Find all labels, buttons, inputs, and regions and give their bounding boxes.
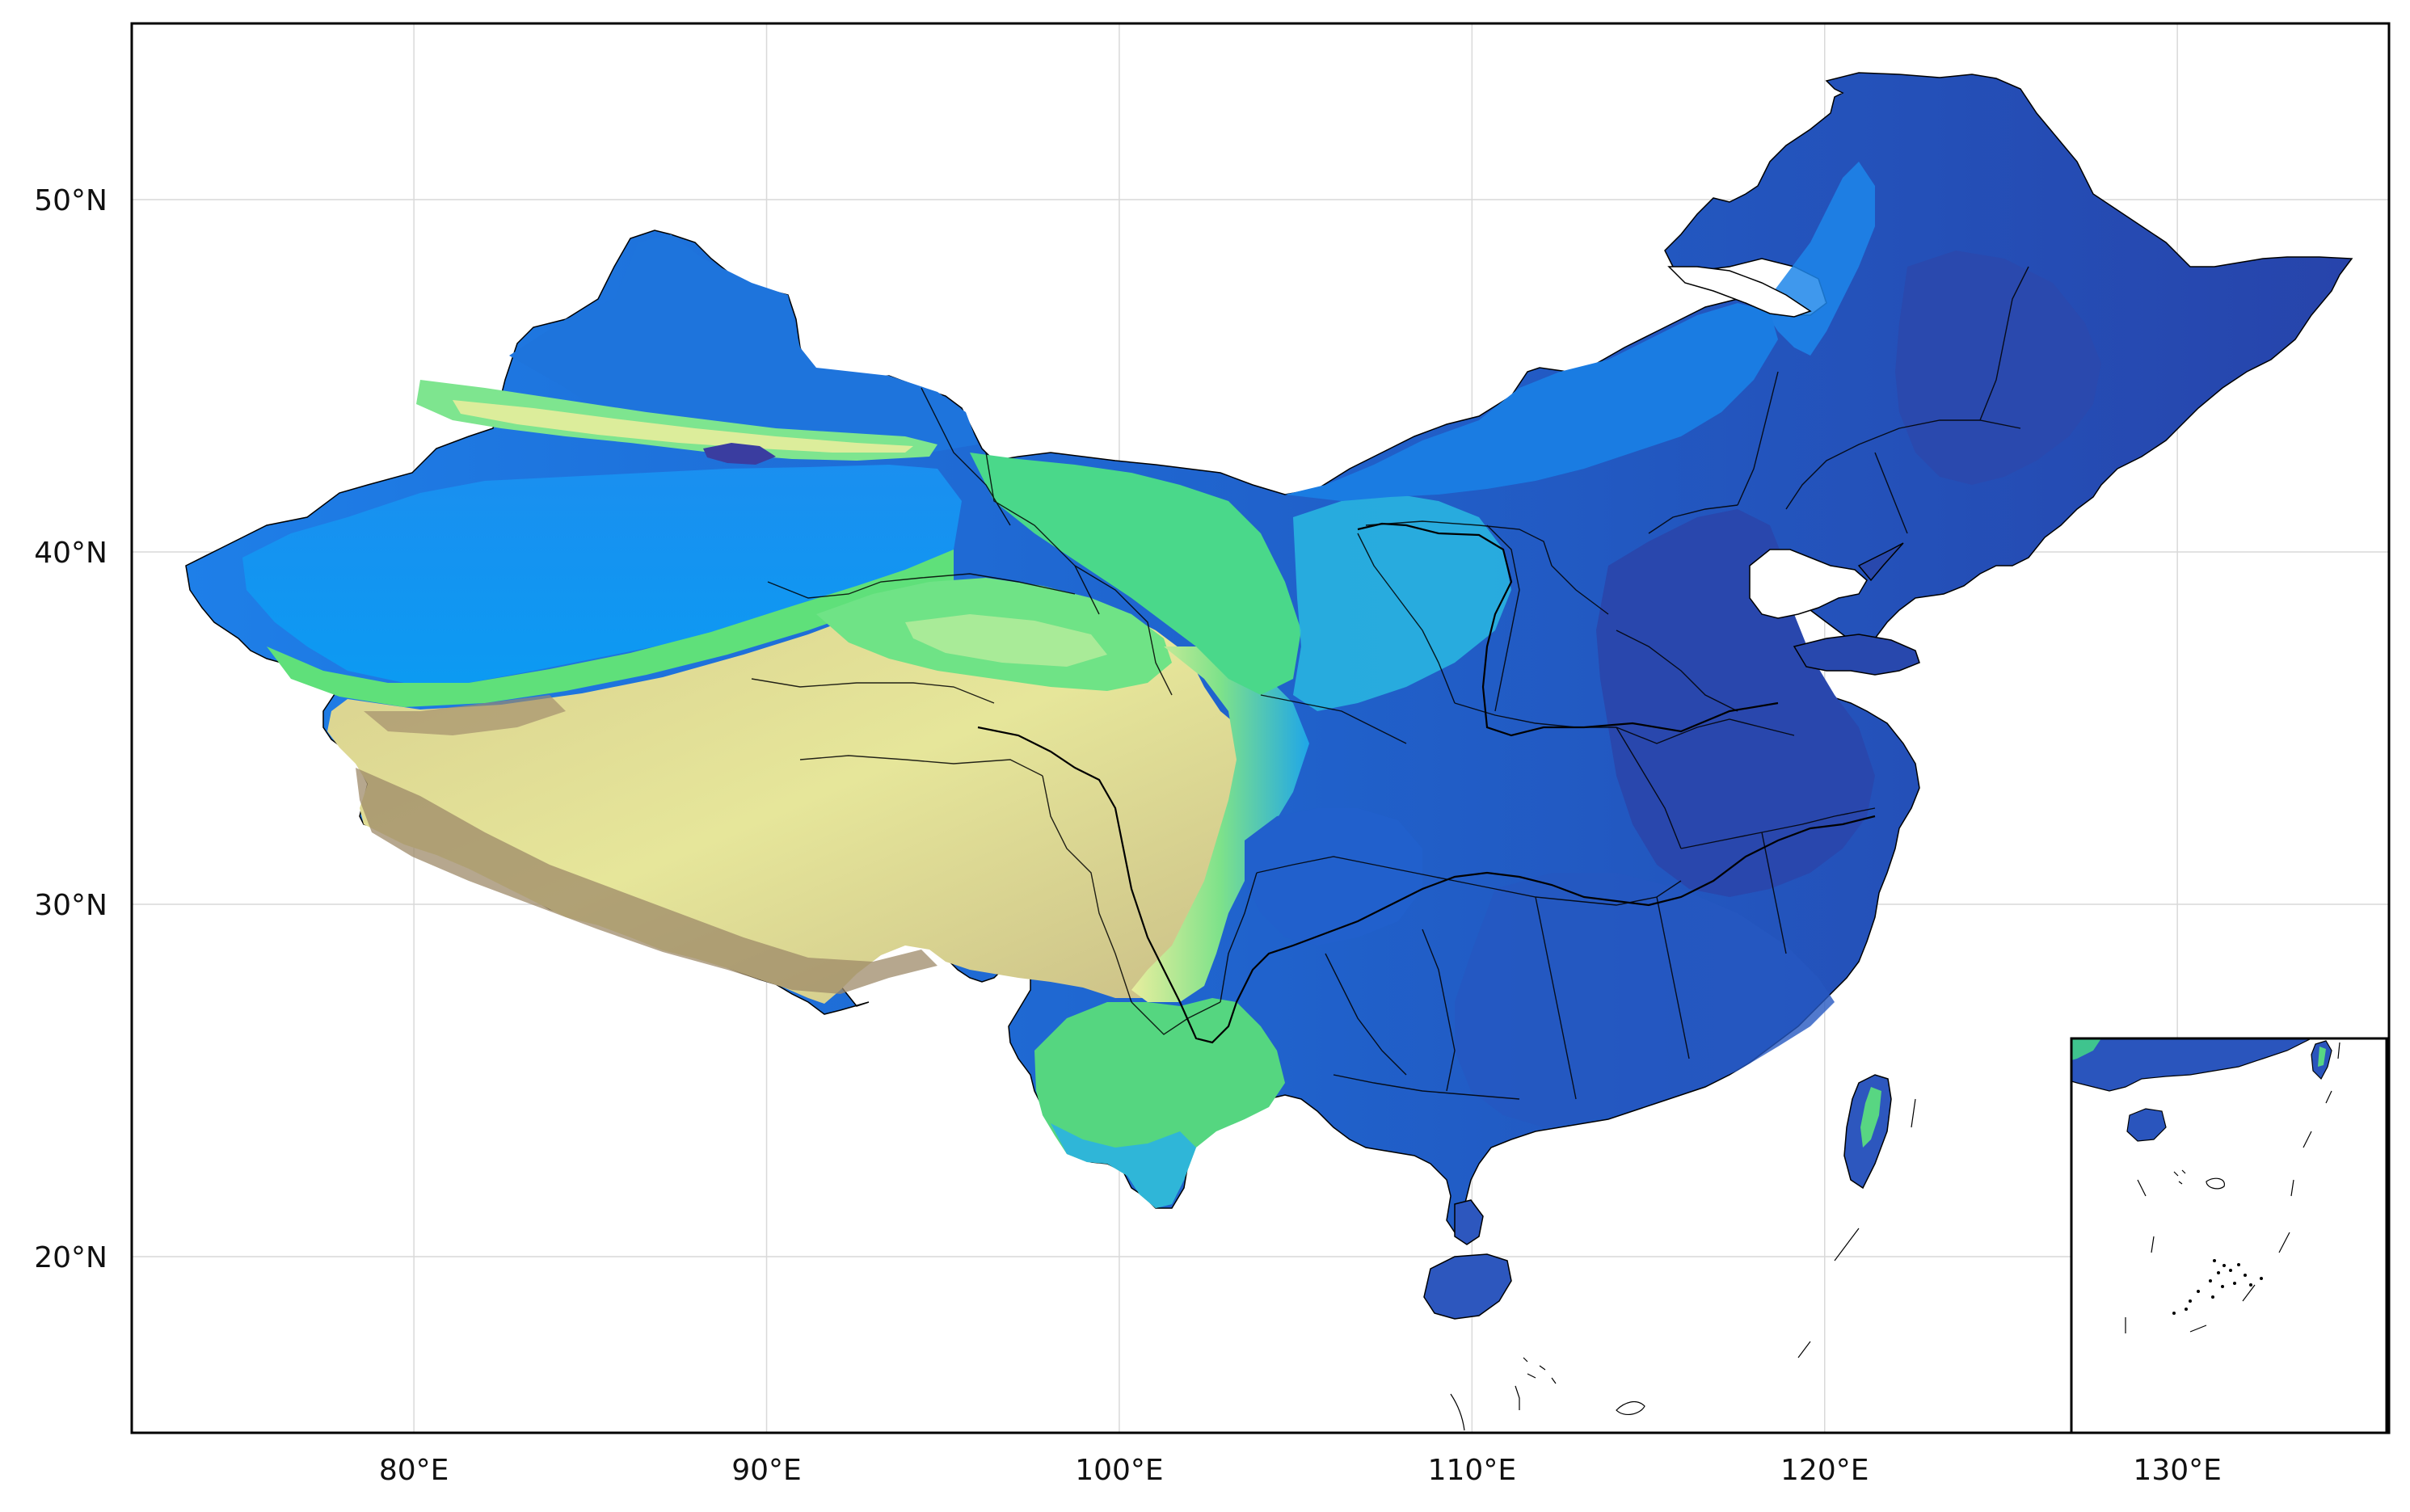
hainan-island xyxy=(1423,1253,1512,1320)
longitude-tick-label: 90°E xyxy=(731,1454,802,1487)
inset-mainland-green xyxy=(2071,1038,2101,1060)
liaodong-peninsula xyxy=(1857,542,1904,582)
longitude-tick-label: 80°E xyxy=(379,1454,449,1487)
latitude-tick-labels: 50°N 40°N 30°N 20°N xyxy=(34,184,107,1274)
himalaya-range xyxy=(356,768,937,994)
longitude-tick-label: 110°E xyxy=(1428,1454,1516,1487)
loess-transition xyxy=(970,453,1301,695)
longitude-tick-labels: 80°E 90°E 100°E 110°E 120°E 130°E xyxy=(379,1454,2222,1487)
qaidam-core xyxy=(905,614,1107,667)
tarim-basin xyxy=(242,465,962,683)
province-borders xyxy=(751,266,2029,1100)
inset-mainland xyxy=(2071,1038,2312,1092)
central-transition xyxy=(1293,493,1511,711)
kunlun-north-slope xyxy=(267,550,954,707)
inset-island-outlines xyxy=(2125,1042,2340,1333)
taiwan-mountains xyxy=(1860,1087,1881,1148)
inset-frame xyxy=(2070,1037,2388,1434)
latitude-tick-label: 30°N xyxy=(34,889,107,922)
inset-terrain xyxy=(2071,1038,2340,1333)
tianshan-crest xyxy=(453,400,913,453)
turpan-depression xyxy=(703,443,776,465)
inset-background xyxy=(2071,1038,2387,1433)
major-border-yangtze xyxy=(977,726,1876,1044)
bohai-sea xyxy=(1749,549,1868,619)
inset-taiwan-green xyxy=(2318,1047,2326,1067)
yunnan-south xyxy=(1051,1123,1196,1208)
leizhou-peninsula xyxy=(1454,1199,1484,1245)
longitude-tick-label: 130°E xyxy=(2133,1454,2221,1487)
inset-spratly-dots xyxy=(2172,1259,2263,1315)
longitude-tick-label: 100°E xyxy=(1075,1454,1163,1487)
dzungaria-basin xyxy=(509,234,978,453)
southeast-hills xyxy=(1455,873,1835,1127)
latitude-tick-label: 50°N xyxy=(34,184,107,217)
north-china-plain xyxy=(1596,509,1875,897)
shandong-peninsula xyxy=(1793,634,1920,676)
main-map-panel xyxy=(130,22,2391,1434)
latitude-tick-label: 20°N xyxy=(34,1241,107,1274)
major-border-yellow-river xyxy=(1357,522,1779,737)
inset-hainan xyxy=(2126,1108,2167,1142)
inner-mongolia-plateau xyxy=(1285,303,1778,501)
west-kunlun xyxy=(364,695,566,735)
terrain-layer xyxy=(185,72,2353,1320)
hengduan-transition xyxy=(1131,646,1309,1002)
south-china-sea-islands xyxy=(1450,1098,1916,1431)
longitude-tick-label: 120°E xyxy=(1780,1454,1869,1487)
hulun-bay xyxy=(1667,266,1812,318)
south-china-sea-inset xyxy=(2070,1037,2388,1434)
latitude-tick-label: 40°N xyxy=(34,537,107,570)
main-map-frame xyxy=(130,22,2391,1434)
